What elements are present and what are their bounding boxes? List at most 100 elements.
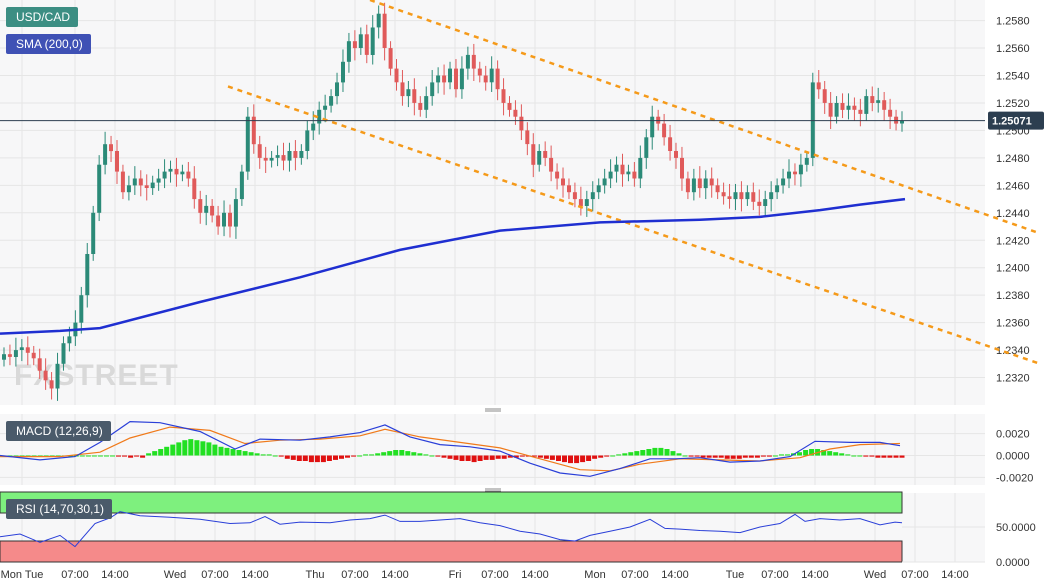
macd-histogram-bar (140, 455, 146, 458)
x-tick-label: Mon (584, 569, 605, 581)
macd-histogram-bar (339, 455, 344, 459)
macd-histogram-bar (730, 455, 736, 459)
macd-histogram-bar (242, 451, 248, 456)
candle-body (858, 109, 863, 114)
candle-body (233, 199, 238, 227)
macd-histogram-bar (754, 455, 760, 458)
macd-histogram-bar (772, 455, 778, 457)
macd-histogram-bar (700, 455, 706, 458)
macd-histogram-bar (742, 455, 748, 458)
macd-histogram-bar (296, 455, 302, 461)
macd-histogram-bar (326, 455, 332, 461)
candle-body (852, 105, 857, 110)
symbol-label: USD/CAD (16, 10, 71, 24)
candle-body (870, 96, 875, 103)
macd-histogram-bar (447, 455, 453, 459)
candle-body (882, 100, 887, 110)
macd-histogram-bar (706, 455, 712, 458)
macd-histogram-bar (628, 452, 634, 456)
candle-body (239, 171, 244, 200)
macd-histogram-bar (634, 451, 640, 456)
x-tick-label: 14:00 (101, 569, 129, 581)
candle-body (216, 215, 221, 227)
x-tick-label: Wed (164, 569, 186, 581)
symbol-tag[interactable]: USD/CAD (6, 7, 79, 27)
rsi-tag[interactable]: RSI (14,70,30,1) (6, 499, 113, 519)
candle-body (132, 178, 137, 186)
macd-histogram-bar (875, 455, 881, 458)
macd-histogram-bar (164, 446, 170, 456)
macd-histogram-bar (79, 455, 85, 457)
macd-histogram-bar (206, 442, 212, 456)
candle-body (61, 343, 66, 364)
macd-histogram-bar (851, 455, 857, 457)
macd-histogram-bar (411, 452, 417, 456)
candle-body (567, 185, 571, 193)
rsi-overbought-zone (0, 491, 903, 514)
macd-histogram-bar (188, 439, 194, 456)
x-tick-label: Fri (449, 569, 462, 581)
rsi-line (0, 511, 903, 548)
macd-histogram-bar (845, 454, 851, 456)
candle-body (49, 380, 54, 389)
candle-body (697, 178, 702, 189)
macd-histogram-bar (272, 455, 278, 457)
candle-body (501, 89, 506, 103)
candle-body (584, 199, 589, 206)
macd-histogram-bar (91, 455, 97, 457)
macd-histogram-bar (230, 449, 236, 456)
macd-histogram-bar (489, 455, 495, 460)
sma-tag[interactable]: SMA (200,0) (6, 34, 91, 54)
x-tick-label: Wed (864, 569, 886, 581)
candle-body (495, 68, 500, 90)
macd-histogram-bar (495, 455, 501, 459)
candle-body (168, 168, 173, 172)
candle-body (257, 144, 262, 158)
macd-histogram-bar (134, 455, 140, 457)
candle-body (293, 151, 298, 158)
sma200-line (0, 197, 906, 335)
macd-histogram-bar (640, 450, 646, 456)
macd-histogram-bar (97, 455, 103, 457)
macd-tag[interactable]: MACD (12,26,9) (6, 421, 111, 441)
macd-histogram-bar (899, 455, 905, 458)
candle-body (691, 178, 696, 193)
macd-histogram-bar (435, 455, 441, 457)
x-tick-label: 14:00 (241, 569, 269, 581)
candle-body (198, 199, 203, 213)
candle-body (352, 41, 357, 49)
macd-histogram-bar (429, 455, 435, 457)
macd-histogram-bar (827, 451, 833, 456)
last-price-tag (988, 111, 1044, 130)
candle-body (614, 164, 619, 172)
y-tick-label: 1.2420 (996, 235, 1030, 247)
candle-body (834, 103, 839, 117)
candle-body (513, 109, 518, 117)
macd-histogram-bar (351, 455, 357, 457)
candle-body (662, 123, 667, 138)
candle-body (400, 82, 405, 97)
macd-histogram-bar (718, 455, 724, 458)
macd-histogram-bar (471, 455, 477, 463)
candle-body (418, 103, 423, 110)
candle-body (31, 352, 36, 359)
candle-body (245, 116, 250, 172)
macd-histogram-bar (501, 455, 507, 459)
macd-histogram-bar (863, 455, 869, 457)
macd-histogram-bar (236, 450, 242, 456)
rsi-tick-label: 50.0000 (996, 522, 1036, 534)
macd-histogram-bar (483, 455, 489, 460)
macd-histogram-bar (682, 455, 688, 457)
candle-body (287, 151, 292, 161)
macd-histogram-bar (760, 455, 766, 457)
x-tick-label: 07:00 (621, 569, 649, 581)
candle-body (126, 185, 131, 193)
candle-body (358, 34, 363, 48)
candle-body (578, 199, 583, 206)
macd-histogram-bar (531, 455, 537, 457)
candle-body (471, 54, 476, 69)
candle-body (91, 212, 96, 254)
candle-body (828, 103, 833, 117)
macd-histogram-bar (676, 453, 682, 456)
